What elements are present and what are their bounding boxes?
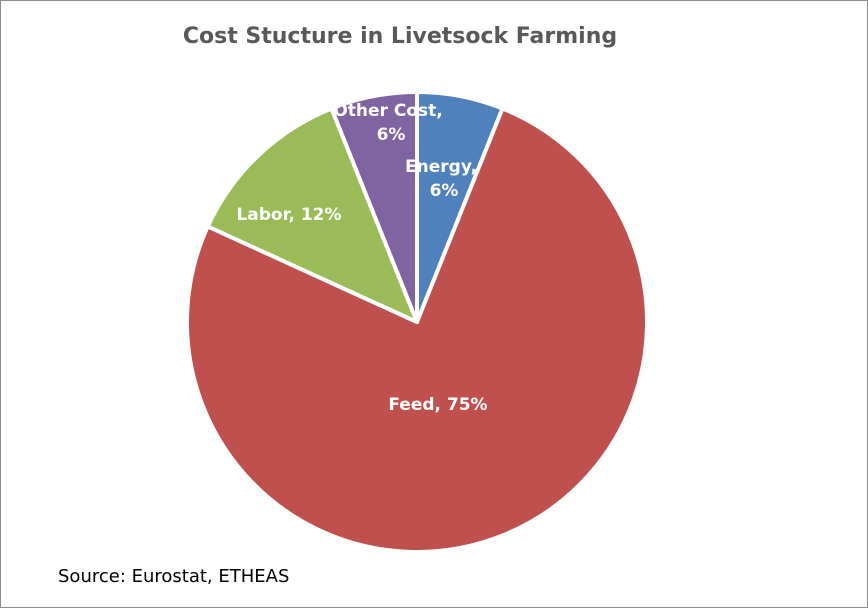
pie-slice: Labor: [205, 106, 419, 324]
data-label: Energy, 6%: [405, 157, 483, 201]
data-label: Labor, 12%: [236, 205, 341, 225]
label-line: Other Cost,: [333, 101, 448, 121]
chart-title: Cost Stucture in Livetsock Farming: [183, 24, 617, 49]
source-note: Source: Eurostat, ETHEAS: [58, 566, 289, 587]
label-line: Energy,: [405, 157, 483, 177]
pie-slice: Other Cost: [329, 90, 419, 324]
label-line: 6%: [377, 125, 406, 145]
data-label: Feed, 75%: [388, 395, 487, 415]
data-label: Other Cost, 6%: [333, 101, 448, 145]
label-line: 6%: [430, 181, 459, 201]
pie-slice: Feed: [185, 106, 649, 554]
